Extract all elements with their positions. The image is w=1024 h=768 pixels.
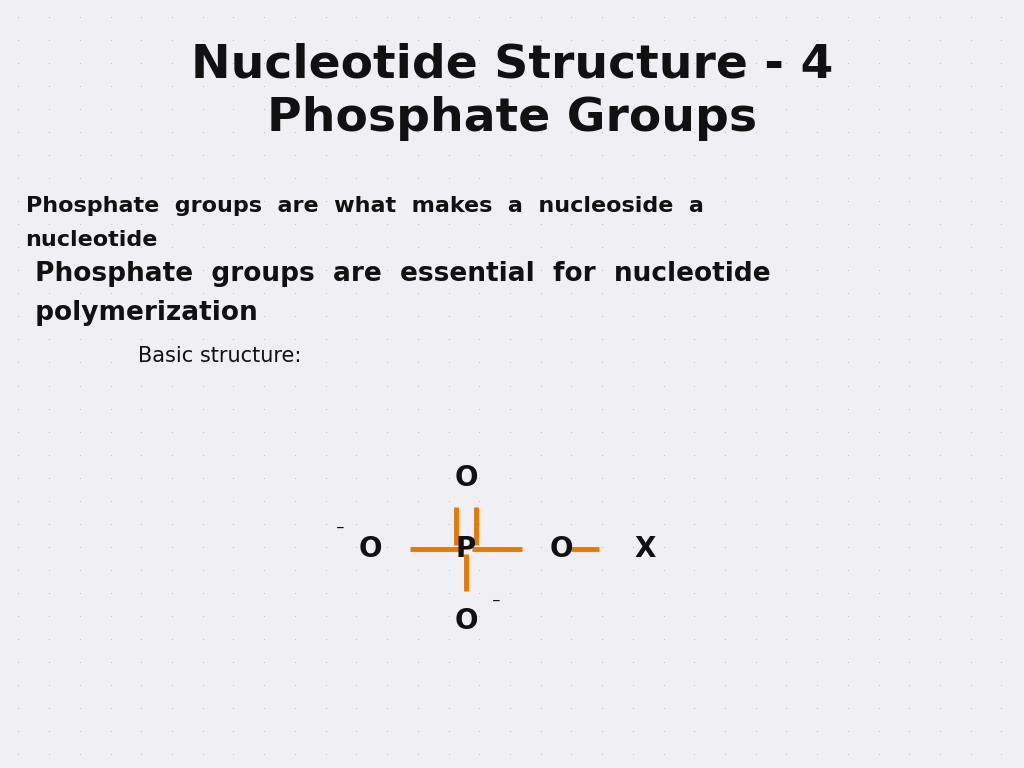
Text: polymerization: polymerization (26, 300, 257, 326)
Text: nucleotide: nucleotide (26, 230, 158, 250)
Text: Phosphate  groups  are  essential  for  nucleotide: Phosphate groups are essential for nucle… (26, 261, 770, 287)
Text: O: O (455, 464, 477, 492)
Text: Phosphate Groups: Phosphate Groups (267, 96, 757, 141)
Text: Phosphate  groups  are  what  makes  a  nucleoside  a: Phosphate groups are what makes a nucleo… (26, 196, 703, 216)
Text: Nucleotide Structure - 4: Nucleotide Structure - 4 (190, 42, 834, 88)
Text: O: O (550, 535, 572, 563)
Text: O: O (455, 607, 477, 634)
Text: O: O (359, 535, 382, 563)
Text: X: X (635, 535, 655, 563)
Text: P: P (456, 535, 476, 563)
Text: Basic structure:: Basic structure: (138, 346, 302, 366)
Text: ⁻: ⁻ (493, 594, 501, 613)
Text: ⁻: ⁻ (336, 521, 344, 540)
